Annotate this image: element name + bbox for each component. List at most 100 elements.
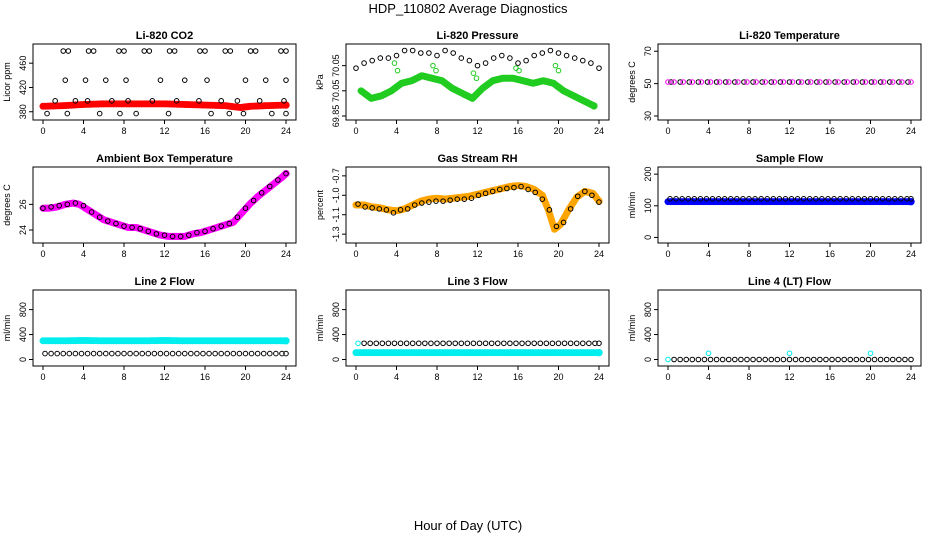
data-point (588, 60, 594, 66)
data-point (149, 98, 156, 104)
data-point (835, 79, 841, 85)
data-point (673, 196, 679, 202)
data-point (770, 196, 777, 202)
data-point (713, 79, 720, 85)
data-point (353, 65, 359, 71)
data-point (430, 62, 436, 69)
data-point (709, 196, 716, 202)
data-point (567, 206, 574, 212)
data-point (385, 55, 392, 61)
data-point (391, 340, 398, 347)
data-point (275, 177, 281, 183)
data-point (283, 77, 289, 83)
x-tick-label: 24 (594, 249, 604, 259)
data-point (419, 200, 425, 206)
x-tick-label: 8 (746, 372, 751, 382)
data-point (90, 350, 97, 357)
data-point (88, 209, 95, 215)
x-tick-label: 0 (665, 372, 670, 382)
data-point (701, 356, 708, 363)
data-point (224, 350, 231, 357)
panel-line-2-flow: Line 2 Flow ml/min 0 4 8 12 16 20 24 0 400 800 (2, 276, 297, 382)
data-point (64, 110, 71, 117)
data-point (896, 79, 902, 85)
data-point (476, 340, 483, 347)
y-tick-label: 400 (643, 327, 653, 342)
data-point (157, 77, 164, 83)
data-point (689, 356, 696, 363)
data-point (362, 204, 368, 210)
data-point (525, 340, 531, 347)
data-point (727, 196, 734, 202)
data-point (590, 102, 598, 110)
data-point (458, 340, 465, 347)
x-tick-label: 16 (200, 372, 210, 382)
data-point (434, 52, 440, 59)
panel-li-820-co2: Li-820 CO2 Licor ppm 0 4 8 12 16 20 24 380 420 460 (2, 30, 297, 136)
x-tick-label: 16 (825, 126, 835, 136)
panel-li-820-pressure: Li-820 Pressure kPa 0 4 8 12 16 20 24 69.85 70.05 7… (315, 30, 610, 136)
data-point (218, 98, 224, 104)
data-point (383, 207, 390, 213)
data-point (786, 350, 793, 357)
data-point (560, 219, 567, 226)
y-tick-label: -1.3 (331, 226, 341, 242)
y-tick-label: 24 (18, 225, 28, 235)
data-point (668, 79, 674, 85)
data-point (260, 350, 267, 357)
data-point (849, 196, 856, 202)
data-point (60, 350, 67, 357)
data-point (403, 340, 410, 347)
series-co2-average (39, 100, 290, 112)
x-tick-label: 24 (281, 126, 291, 136)
data-point (734, 196, 740, 202)
data-point (813, 196, 819, 202)
data-point (409, 340, 416, 347)
data-point (52, 98, 58, 104)
y-tick-label: -0.7 (331, 168, 341, 184)
series-line-4-flow-alt (665, 350, 874, 363)
data-point (873, 196, 880, 202)
x-tick-label: 20 (240, 372, 250, 382)
data-point (814, 79, 820, 85)
data-point (181, 350, 188, 357)
data-point (753, 79, 759, 85)
x-tick-label: 8 (121, 249, 126, 259)
data-point (829, 356, 835, 363)
data-point (908, 356, 914, 363)
data-point (889, 79, 896, 85)
data-point (841, 79, 847, 85)
x-tick-label: 16 (825, 372, 835, 382)
series-pressure-alt (357, 72, 598, 110)
series-sample-flow-alt (664, 197, 915, 206)
data-point (369, 57, 376, 64)
data-point (865, 356, 872, 363)
y-tick-label: -1.0 (331, 188, 341, 204)
y-tick-label: 0 (643, 357, 653, 362)
data-point (85, 48, 92, 54)
data-point (902, 356, 908, 363)
data-point (501, 340, 507, 347)
panel-line-4-lt-flow: Line 4 (LT) Flow ml/min 0 4 8 12 16 20 24 0 400 800 (627, 276, 922, 382)
data-point (868, 79, 875, 85)
data-point (452, 340, 459, 347)
data-point (861, 196, 868, 202)
data-point (282, 337, 290, 345)
data-point (537, 340, 544, 347)
data-point (667, 196, 673, 202)
y-axis-label: degrees C (627, 61, 637, 103)
data-point (60, 48, 67, 54)
data-point (595, 348, 603, 357)
data-point (210, 225, 216, 232)
data-point (832, 79, 838, 85)
y-tick-label: 69.85 (331, 105, 341, 128)
x-tick-label: 20 (553, 372, 563, 382)
data-point (125, 98, 131, 104)
x-tick-label: 0 (353, 126, 358, 136)
data-point (596, 65, 602, 71)
y-tick-label: 460 (18, 56, 28, 71)
data-point (732, 356, 738, 363)
data-point (169, 350, 176, 357)
data-point (283, 48, 289, 54)
data-point (596, 199, 602, 205)
